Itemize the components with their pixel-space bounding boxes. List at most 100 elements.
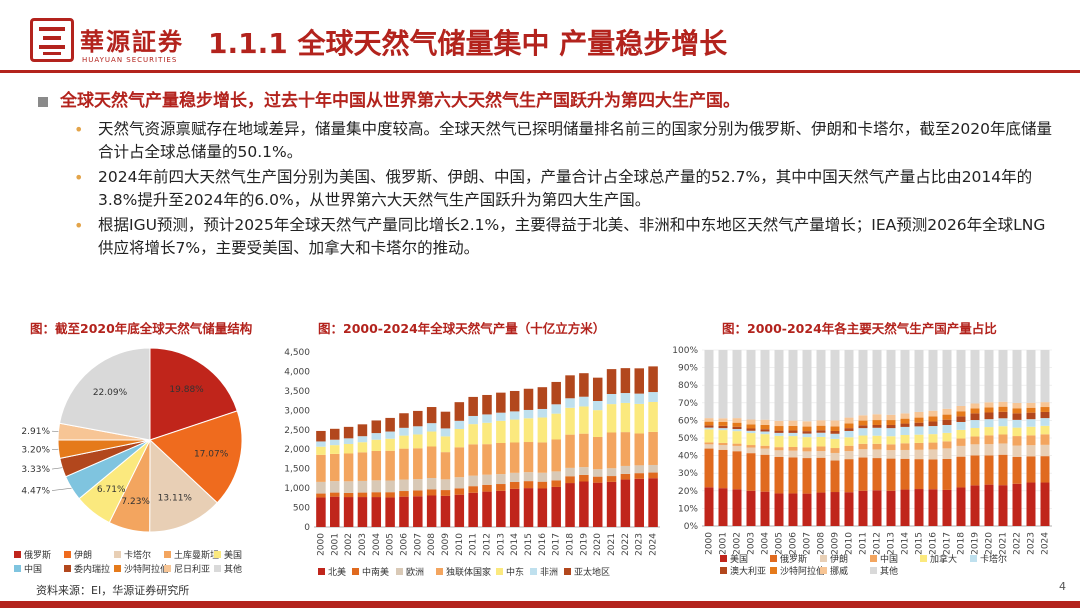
bar-segment bbox=[774, 456, 784, 494]
bar-segment bbox=[371, 497, 382, 527]
bar-segment bbox=[1040, 418, 1050, 426]
bar-segment bbox=[454, 447, 465, 478]
x-tick-label: 2019 bbox=[971, 532, 981, 555]
bar-segment bbox=[330, 492, 340, 497]
bar-segment bbox=[523, 418, 534, 443]
bar-segment bbox=[385, 492, 395, 498]
x-tick-label: 2012 bbox=[873, 532, 883, 555]
bar-segment bbox=[454, 402, 465, 421]
pie-value-label: 19.88% bbox=[169, 385, 204, 395]
legend-item: 卡塔尔 bbox=[114, 548, 151, 561]
x-tick-label: 2016 bbox=[538, 533, 548, 556]
x-tick-label: 2013 bbox=[887, 532, 897, 555]
legend-swatch bbox=[530, 568, 537, 575]
bar-segment bbox=[634, 393, 644, 404]
bar-segment bbox=[928, 416, 938, 422]
bar-segment bbox=[330, 445, 340, 454]
legend-label: 美国 bbox=[224, 551, 243, 561]
bar-segment bbox=[509, 411, 520, 420]
bar-segment bbox=[802, 458, 812, 494]
bar-segment bbox=[970, 427, 980, 437]
bar-segment bbox=[426, 446, 437, 478]
y-tick-label: 60% bbox=[678, 416, 698, 426]
x-tick-label: 2002 bbox=[344, 533, 354, 556]
legend-swatch bbox=[920, 555, 927, 562]
bar-segment bbox=[830, 430, 840, 434]
bar-segment bbox=[760, 445, 770, 449]
bar-segment bbox=[1026, 412, 1036, 420]
bar-segment bbox=[1012, 408, 1022, 414]
bar-segment bbox=[316, 441, 326, 447]
bar-segment bbox=[1040, 407, 1050, 412]
bar-segment bbox=[886, 458, 896, 491]
bar-segment bbox=[942, 424, 952, 433]
bar-segment bbox=[984, 412, 994, 420]
bar-segment bbox=[1012, 427, 1022, 437]
legend-label: 美国 bbox=[730, 555, 749, 565]
legend-item: 中国 bbox=[14, 562, 42, 575]
legend-item: 欧洲 bbox=[396, 565, 424, 578]
bar-segment bbox=[357, 497, 368, 527]
bar-segment bbox=[886, 490, 896, 526]
x-tick-label: 2003 bbox=[358, 533, 368, 556]
bar-segment bbox=[509, 419, 520, 443]
bar-segment bbox=[537, 408, 548, 418]
bar-segment bbox=[316, 493, 326, 498]
bar-segment bbox=[732, 350, 742, 419]
bar-segment bbox=[998, 434, 1008, 444]
bar-segment bbox=[872, 420, 882, 425]
bar-segment bbox=[579, 433, 589, 468]
bar-segment bbox=[746, 419, 756, 425]
bar-segment bbox=[774, 420, 784, 427]
bar-segment bbox=[928, 426, 938, 435]
pie-value-label: 3.33% bbox=[21, 465, 50, 475]
bar-segment bbox=[970, 350, 980, 404]
bar-segment bbox=[1012, 402, 1022, 409]
x-tick-label: 2021 bbox=[999, 532, 1009, 555]
bar-segment bbox=[468, 424, 478, 445]
bar-segment bbox=[399, 413, 409, 428]
bar-segment bbox=[1026, 426, 1036, 436]
bar-segment bbox=[956, 456, 966, 488]
bar-segment bbox=[357, 424, 368, 437]
bar-segment bbox=[760, 431, 770, 435]
legend-item: 俄罗斯 bbox=[770, 552, 807, 565]
bar-segment bbox=[1026, 402, 1036, 408]
bar-segment bbox=[551, 381, 561, 405]
legend-label: 沙特阿拉伯 bbox=[124, 565, 170, 575]
bar-segment bbox=[1040, 425, 1050, 435]
bar-segment bbox=[872, 449, 882, 459]
bar-segment bbox=[830, 426, 840, 431]
bar-segment bbox=[900, 413, 910, 419]
bar-segment bbox=[746, 445, 756, 448]
x-tick-label: 2002 bbox=[733, 532, 743, 555]
bar-segment bbox=[788, 436, 798, 447]
bar-segment bbox=[802, 493, 812, 526]
legend-swatch bbox=[318, 568, 325, 575]
x-tick-label: 2021 bbox=[607, 533, 617, 556]
bar-segment bbox=[998, 406, 1008, 412]
bar-segment bbox=[886, 450, 896, 459]
bar-segment bbox=[830, 433, 840, 439]
bar-segment bbox=[343, 453, 354, 482]
bar-segment bbox=[399, 491, 409, 497]
bar-segment bbox=[620, 473, 631, 480]
bar-segment bbox=[592, 469, 603, 477]
x-tick-label: 2003 bbox=[747, 532, 757, 555]
bar-segment bbox=[942, 441, 952, 449]
bar-segment bbox=[523, 388, 534, 410]
x-tick-label: 2015 bbox=[524, 533, 534, 556]
bar-segment bbox=[385, 497, 395, 527]
bar-segment bbox=[440, 495, 451, 527]
bar-segment bbox=[330, 496, 340, 527]
bar-segment bbox=[440, 479, 451, 491]
bar-segment bbox=[523, 488, 534, 527]
x-tick-label: 2010 bbox=[845, 532, 855, 555]
bar-segment bbox=[914, 422, 924, 427]
bar-segment bbox=[900, 426, 910, 436]
bar-segment bbox=[343, 438, 354, 444]
x-tick-label: 2019 bbox=[579, 533, 589, 556]
legend-item: 卡塔尔 bbox=[970, 552, 1007, 565]
x-tick-label: 2008 bbox=[817, 532, 827, 555]
legend-item: 美国 bbox=[214, 548, 242, 561]
